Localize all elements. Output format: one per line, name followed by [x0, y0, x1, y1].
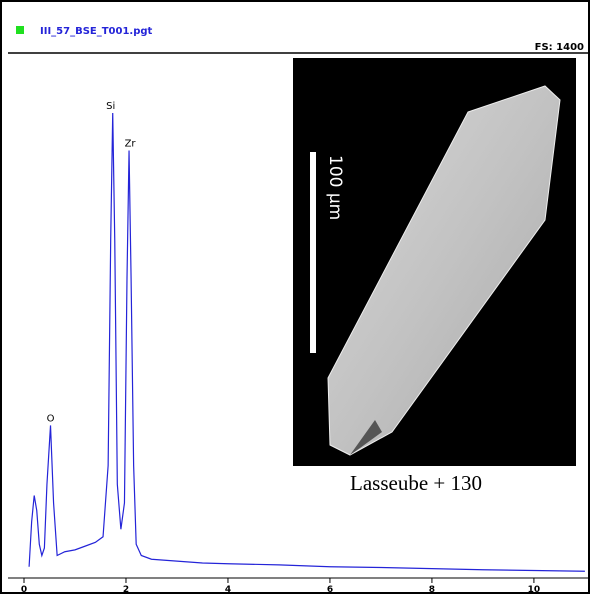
scale-label: 100 µm — [325, 155, 345, 220]
title: III_57_BSE_T001.pgt — [40, 26, 153, 37]
x-tick-label: 6 — [327, 585, 333, 594]
legend-swatch — [16, 26, 24, 34]
x-tick-label: 0 — [21, 585, 27, 594]
x-tick-label: 10 — [528, 585, 541, 594]
x-tick-label: 8 — [429, 585, 435, 594]
sem-inset: 100 µm Lasseube + 130 — [293, 58, 576, 495]
scale-bar — [310, 152, 316, 353]
spectrum-line — [28, 112, 585, 572]
plot: 0 2 4 6 8 10 O Si Zr — [21, 101, 585, 594]
peak-label: Zr — [125, 139, 137, 150]
caption: Lasseube + 130 — [350, 471, 482, 495]
x-tick-label: 4 — [225, 585, 231, 594]
x-tick-label: 2 — [123, 585, 129, 594]
peak-label: Si — [106, 101, 115, 112]
crystal-shadow — [350, 420, 382, 455]
full-scale: FS: 1400 — [535, 42, 584, 53]
crystal — [327, 85, 561, 456]
peak-label: O — [47, 413, 55, 424]
